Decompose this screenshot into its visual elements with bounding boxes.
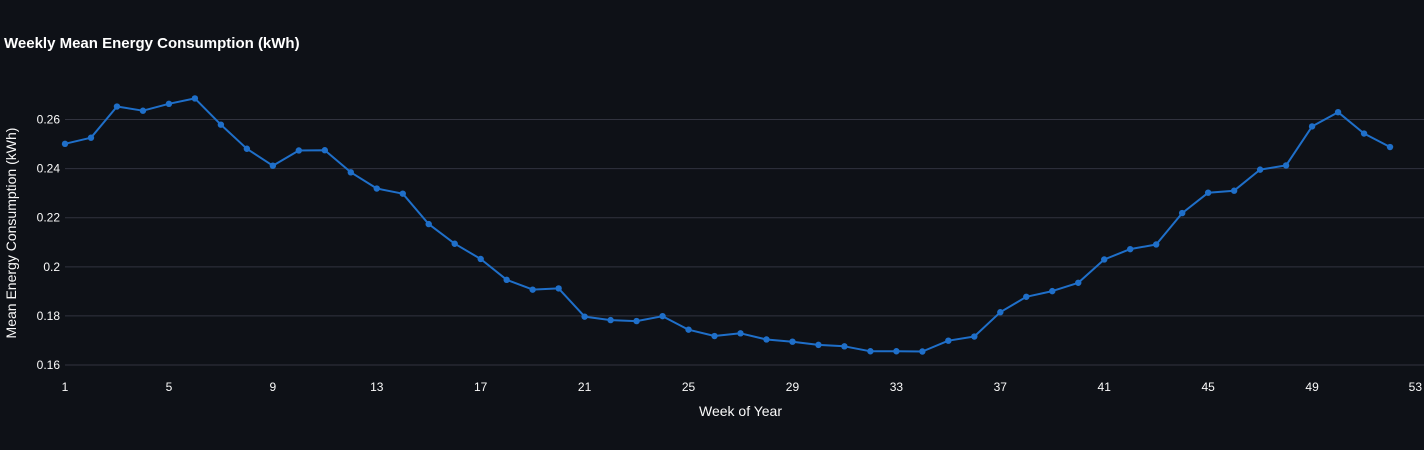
data-point[interactable]	[269, 162, 277, 169]
data-point[interactable]	[789, 338, 796, 345]
y-tick-label: 0.2	[43, 260, 60, 274]
x-tick-label: 53	[1409, 380, 1423, 394]
data-point[interactable]	[1308, 123, 1316, 130]
x-tick-label: 49	[1305, 380, 1319, 394]
data-point[interactable]	[529, 286, 536, 293]
data-point[interactable]	[1075, 279, 1082, 286]
data-point[interactable]	[1230, 187, 1238, 194]
x-tick-label: 25	[682, 380, 696, 394]
y-tick-label: 0.16	[37, 358, 61, 372]
y-tick-label: 0.18	[37, 309, 61, 323]
data-point[interactable]	[61, 140, 69, 148]
series-layer	[61, 95, 1394, 355]
data-point[interactable]	[867, 348, 874, 355]
data-point[interactable]	[1127, 245, 1134, 253]
x-tick-label: 21	[578, 380, 592, 394]
data-point[interactable]	[1101, 256, 1108, 263]
y-tick-labels: 0.16 0.18 0.2 0.22 0.24 0.26	[37, 113, 61, 372]
data-point[interactable]	[373, 185, 380, 192]
data-point[interactable]	[971, 333, 978, 340]
data-point[interactable]	[1386, 143, 1394, 151]
series-line	[64, 97, 1391, 353]
data-point[interactable]	[321, 147, 329, 154]
y-tick-label: 0.26	[37, 113, 61, 127]
data-point[interactable]	[1334, 108, 1342, 116]
x-tick-label: 17	[474, 380, 488, 394]
data-point[interactable]	[607, 316, 614, 324]
data-point[interactable]	[1152, 241, 1160, 248]
data-point[interactable]	[243, 145, 251, 152]
data-point[interactable]	[139, 107, 147, 114]
data-point[interactable]	[737, 330, 744, 337]
data-point[interactable]	[217, 121, 225, 128]
data-point[interactable]	[1256, 166, 1264, 173]
data-point[interactable]	[87, 134, 95, 141]
data-point[interactable]	[919, 348, 926, 355]
y-axis-title: Mean Energy Consumption (kWh)	[3, 128, 19, 339]
data-point[interactable]	[165, 100, 173, 108]
data-point[interactable]	[477, 255, 484, 263]
x-tick-labels: 1 5 9 13 17 21 25 29 33 37 41 45 49 53	[62, 380, 1423, 394]
data-point[interactable]	[1360, 130, 1368, 137]
x-tick-label: 1	[62, 380, 69, 394]
chart-title: Weekly Mean Energy Consumption (kWh)	[4, 35, 300, 52]
data-point[interactable]	[1023, 293, 1030, 300]
data-point[interactable]	[1204, 189, 1212, 196]
data-point[interactable]	[945, 337, 952, 344]
data-point[interactable]	[581, 313, 588, 320]
data-point[interactable]	[1178, 209, 1186, 217]
data-point[interactable]	[347, 169, 354, 176]
data-point[interactable]	[841, 343, 848, 350]
x-tick-label: 9	[270, 380, 277, 394]
data-point[interactable]	[191, 95, 199, 102]
x-tick-label: 13	[370, 380, 384, 394]
x-tick-label: 5	[166, 380, 173, 394]
data-point[interactable]	[113, 103, 121, 110]
x-tick-label: 41	[1098, 380, 1112, 394]
x-tick-label: 29	[786, 380, 800, 394]
x-tick-label: 45	[1201, 380, 1215, 394]
data-point[interactable]	[425, 220, 432, 228]
data-point[interactable]	[997, 309, 1004, 316]
data-point[interactable]	[633, 317, 640, 325]
x-axis-title: Week of Year	[699, 403, 782, 419]
data-point[interactable]	[815, 341, 822, 349]
data-point[interactable]	[503, 276, 510, 284]
y-tick-label: 0.24	[37, 162, 61, 176]
data-point[interactable]	[399, 190, 406, 197]
x-tick-label: 33	[890, 380, 904, 394]
data-point[interactable]	[1282, 162, 1290, 169]
data-point[interactable]	[1049, 287, 1056, 295]
y-tick-label: 0.22	[37, 211, 61, 225]
grid-lines	[65, 119, 1424, 366]
data-point[interactable]	[711, 332, 718, 340]
data-point[interactable]	[451, 240, 458, 247]
data-point[interactable]	[555, 285, 562, 292]
data-point[interactable]	[763, 336, 770, 343]
x-tick-label: 37	[994, 380, 1008, 394]
data-point[interactable]	[295, 147, 303, 154]
data-point[interactable]	[685, 326, 692, 333]
data-point[interactable]	[893, 348, 900, 355]
data-point[interactable]	[659, 312, 666, 320]
